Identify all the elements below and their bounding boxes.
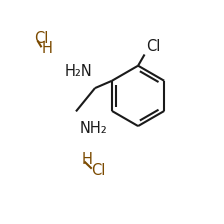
Text: H: H [82,152,93,167]
Text: H: H [41,41,52,56]
Text: Cl: Cl [146,39,161,54]
Text: H₂N: H₂N [65,64,92,79]
Text: Cl: Cl [34,31,48,46]
Text: Cl: Cl [92,163,106,178]
Text: NH₂: NH₂ [80,121,107,136]
